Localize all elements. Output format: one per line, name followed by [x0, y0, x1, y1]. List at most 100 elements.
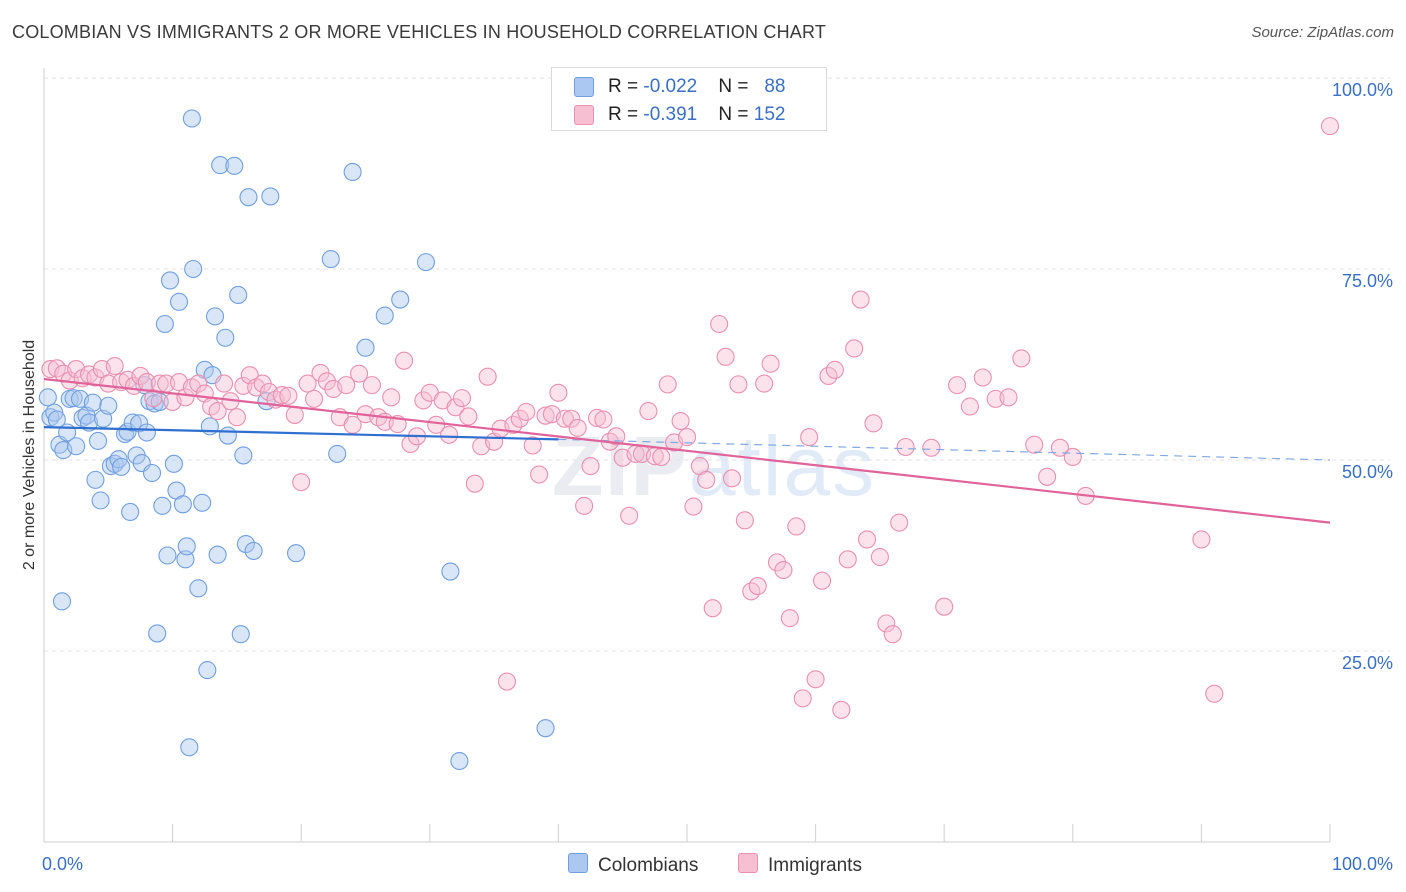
legend-item-colombians[interactable]: Colombians	[568, 853, 698, 877]
immigrants-point	[549, 383, 568, 402]
immigrants-point	[1320, 117, 1340, 136]
immigrants-point	[735, 511, 754, 530]
colombians-point	[176, 550, 195, 569]
colombians-point	[225, 156, 244, 175]
colombians-point	[137, 423, 156, 442]
immigrants-point	[948, 376, 967, 395]
y-tick-label: 75.0%	[1342, 271, 1393, 291]
immigrants-point	[530, 465, 549, 484]
immigrants-point	[317, 372, 336, 391]
immigrants-point	[793, 689, 812, 708]
immigrants-point	[382, 388, 401, 407]
grid-lines	[44, 77, 1390, 652]
immigrants-point	[440, 425, 459, 444]
colombians-point	[416, 253, 435, 272]
immigrants-point	[973, 368, 992, 387]
axes	[43, 68, 1331, 843]
y-tick-label: 25.0%	[1342, 653, 1393, 673]
immigrants-point	[999, 388, 1018, 407]
colombians-point	[356, 338, 375, 357]
correlation-legend: R = -0.022 N = 88 R = -0.391 N = 152	[551, 67, 827, 131]
colombians-point	[169, 292, 189, 311]
x-tick-label: 0.0%	[42, 854, 83, 874]
legend-n-value: 152	[753, 104, 786, 125]
colombians-point	[536, 719, 555, 738]
colombians-point	[375, 306, 394, 325]
colombians-point	[193, 493, 212, 512]
immigrants-point	[767, 553, 787, 572]
colombians-point	[67, 437, 86, 456]
immigrants-point	[575, 496, 594, 515]
immigrants-point	[851, 290, 870, 309]
immigrants-point	[1192, 530, 1211, 549]
colombians-point	[99, 396, 118, 415]
zipatlas-watermark: ZIPatlas	[552, 419, 877, 513]
immigrants-point	[639, 402, 658, 421]
colombians-point	[142, 463, 162, 483]
immigrants-point	[896, 437, 915, 457]
immigrants-point	[703, 599, 722, 618]
immigrants-point	[1025, 435, 1044, 454]
immigrants-point	[279, 386, 298, 405]
legend-swatch-colombians	[574, 77, 594, 97]
colombians-point	[160, 271, 180, 290]
colombians-point	[112, 457, 131, 476]
immigrants-point	[478, 367, 497, 386]
immigrants-points	[41, 117, 1340, 719]
immigrants-point	[1012, 349, 1031, 368]
immigrants-point	[292, 473, 311, 492]
immigrants-point	[787, 517, 806, 536]
immigrants-point	[1205, 684, 1224, 703]
immigrants-point	[748, 577, 767, 596]
immigrants-point	[825, 360, 844, 379]
immigrants-point	[1050, 438, 1069, 457]
immigrants-point	[517, 402, 536, 421]
colombians-point	[91, 491, 110, 510]
immigrants-point	[350, 364, 369, 383]
colombians-point	[158, 546, 177, 565]
immigrants-point	[337, 376, 356, 395]
legend-label-immigrants: Immigrants	[768, 855, 862, 876]
colombians-point	[184, 259, 203, 279]
immigrants-point	[922, 438, 941, 457]
colombians-point	[121, 502, 140, 522]
colombians-point	[211, 156, 230, 175]
colombians-point	[321, 250, 340, 269]
immigrants-trend-line	[43, 377, 1331, 524]
colombians-point	[155, 314, 174, 334]
colombians-point	[244, 541, 263, 560]
immigrants-point	[555, 409, 574, 428]
colombians-point	[180, 738, 199, 757]
colombians-point	[200, 417, 219, 436]
colombians-point	[236, 534, 255, 554]
legend-swatch-colombians	[568, 853, 588, 873]
colombians-point	[216, 328, 235, 347]
colombians-point	[130, 414, 149, 433]
colombians-point	[261, 187, 280, 206]
colombians-point	[231, 625, 250, 644]
colombians-point	[328, 444, 347, 463]
colombians-point	[148, 624, 167, 643]
colombians-point	[153, 496, 172, 515]
legend-n-label: N =	[718, 104, 754, 125]
immigrants-point	[581, 457, 600, 476]
immigrants-point	[761, 354, 780, 373]
immigrants-point	[459, 407, 478, 426]
colombians-point	[208, 545, 227, 564]
immigrants-point	[832, 700, 851, 719]
immigrants-point	[710, 314, 729, 334]
immigrants-point	[176, 388, 195, 407]
colombians-point	[189, 579, 208, 598]
legend-swatch-immigrants	[738, 853, 758, 873]
legend-item-immigrants[interactable]: Immigrants	[738, 853, 862, 877]
immigrants-point	[362, 376, 381, 395]
immigrants-point	[523, 436, 542, 455]
immigrants-point	[452, 389, 472, 408]
immigrants-point	[298, 374, 317, 393]
immigrants-point	[536, 406, 555, 425]
legend-r-label: R =	[608, 76, 644, 97]
immigrants-point	[806, 670, 825, 689]
chart-source: Source: ZipAtlas.com	[1251, 24, 1394, 41]
immigrants-point	[812, 571, 832, 590]
